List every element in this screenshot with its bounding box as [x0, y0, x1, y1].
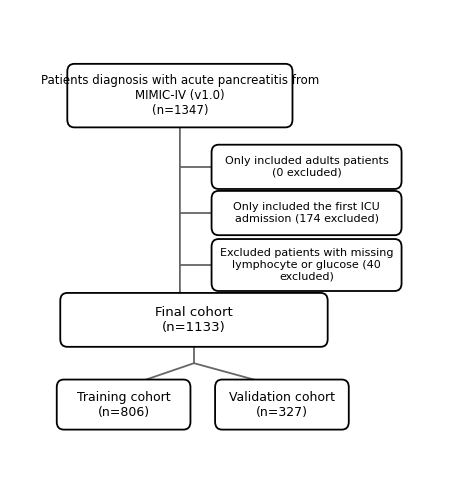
FancyBboxPatch shape — [212, 191, 402, 235]
FancyBboxPatch shape — [212, 239, 402, 291]
FancyBboxPatch shape — [57, 380, 191, 430]
Text: Only included adults patients
(0 excluded): Only included adults patients (0 exclude… — [225, 156, 389, 178]
Text: Only included the first ICU
admission (174 excluded): Only included the first ICU admission (1… — [233, 202, 380, 224]
FancyBboxPatch shape — [212, 144, 402, 189]
FancyBboxPatch shape — [215, 380, 349, 430]
Text: Patients diagnosis with acute pancreatitis from
MIMIC-IV (v1.0)
(n=1347): Patients diagnosis with acute pancreatit… — [41, 74, 319, 117]
Text: Training cohort
(n=806): Training cohort (n=806) — [77, 390, 170, 418]
FancyBboxPatch shape — [60, 293, 328, 347]
Text: Validation cohort
(n=327): Validation cohort (n=327) — [229, 390, 335, 418]
FancyBboxPatch shape — [67, 64, 292, 128]
Text: Excluded patients with missing
lymphocyte or glucose (40
excluded): Excluded patients with missing lymphocyt… — [220, 248, 393, 282]
Text: Final cohort
(n=1133): Final cohort (n=1133) — [155, 306, 233, 334]
